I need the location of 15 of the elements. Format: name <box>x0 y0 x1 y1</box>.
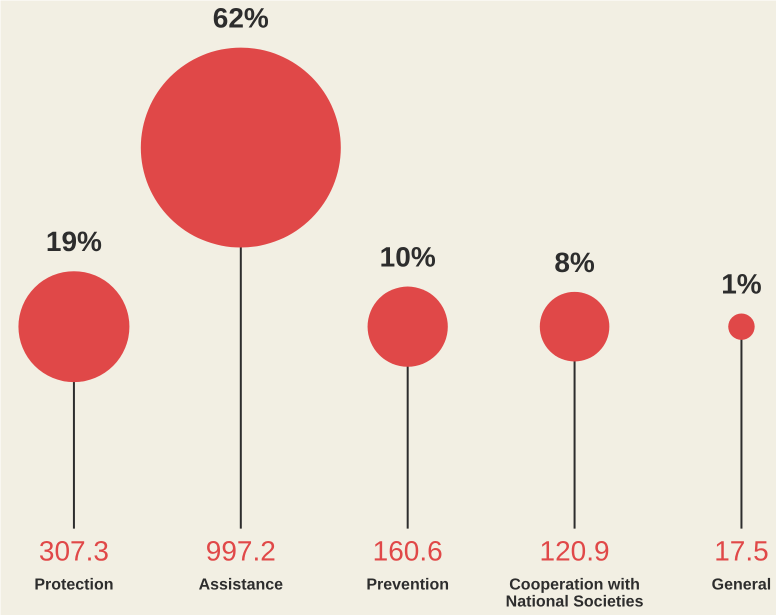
annotation: 1% <box>721 268 762 300</box>
x-tick-label: Assistance <box>198 576 284 594</box>
annotation: 8% <box>554 246 595 278</box>
text: 17.5 <box>714 536 769 567</box>
text: 997.2 <box>206 536 276 567</box>
text: 62% <box>212 2 269 34</box>
x-tick-label: General <box>712 576 772 594</box>
annotation: 19% <box>46 226 102 258</box>
x-tick-label: Cooperation with National Societies <box>506 576 644 611</box>
text: 307.3 <box>38 536 109 567</box>
x-tick-label: Prevention <box>366 576 450 594</box>
x-tick-label: Protection <box>34 576 114 594</box>
text: 160.6 <box>372 536 443 567</box>
annotation: 10% <box>380 242 436 273</box>
text: 120.9 <box>540 536 610 567</box>
